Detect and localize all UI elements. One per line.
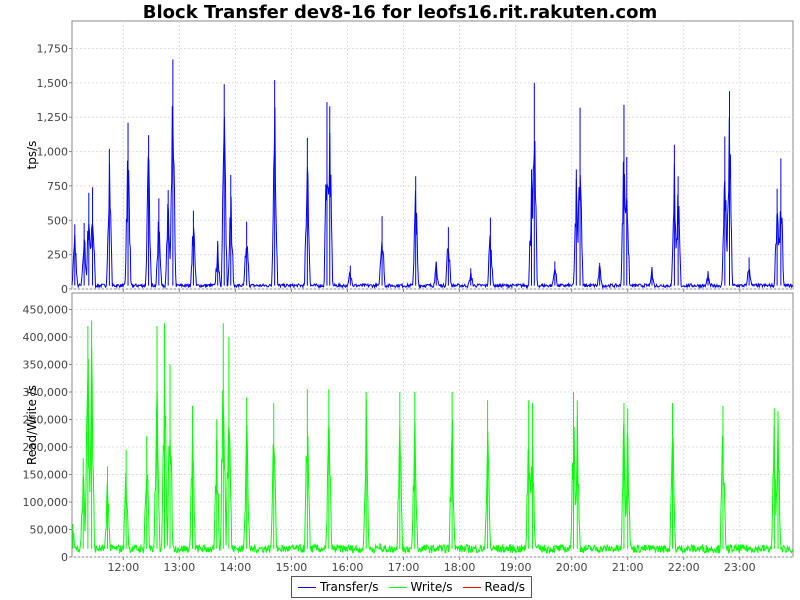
x-tick-label: 17:00	[388, 561, 420, 574]
y-tick-label: 200,000	[23, 441, 69, 454]
y-tick-label: 500	[47, 214, 68, 227]
y-tick-label: 400,000	[23, 331, 69, 344]
x-tick-label: 20:00	[556, 561, 588, 574]
y-tick-label: 250	[47, 249, 68, 262]
y-axis-label: Read/Write /s	[25, 385, 39, 465]
x-tick-label: 22:00	[668, 561, 700, 574]
y-tick-label: 450,000	[23, 304, 69, 317]
y-tick-label: 1,000	[37, 146, 69, 159]
x-tick-label: 15:00	[276, 561, 308, 574]
y-tick-label: 100,000	[23, 496, 69, 509]
legend-label-read: Read/s	[484, 580, 525, 594]
legend: Transfer/s Write/s Read/s	[291, 576, 532, 598]
chart-title: Block Transfer dev8-16 for leofs16.rit.r…	[142, 2, 658, 23]
legend-label-transfer: Transfer/s	[320, 580, 379, 594]
y-tick-label: 1,750	[37, 42, 69, 55]
legend-swatch-write	[388, 586, 407, 588]
legend-item-read: Read/s	[462, 580, 525, 594]
x-tick-label: 23:00	[724, 561, 756, 574]
y-tick-label: 1,500	[37, 77, 69, 90]
y-tick-label: 0	[61, 551, 68, 564]
plot-area-1	[71, 20, 794, 290]
x-tick-label: 14:00	[220, 561, 252, 574]
legend-item-transfer: Transfer/s	[298, 580, 379, 594]
series-transfers	[71, 106, 794, 290]
legend-swatch-read	[462, 586, 481, 588]
y-tick-label: 750	[47, 180, 68, 193]
x-tick-label: 12:00	[108, 561, 140, 574]
legend-item-write: Write/s	[388, 580, 453, 594]
x-tick-label: 16:00	[332, 561, 364, 574]
x-tick-label: 19:00	[500, 561, 532, 574]
y-tick-label: 1,250	[37, 111, 69, 124]
legend-swatch-transfer	[298, 586, 316, 588]
x-tick-label: 13:00	[164, 561, 196, 574]
x-tick-label: 18:00	[444, 561, 476, 574]
y-tick-label: 250,000	[23, 414, 69, 427]
y-tick-label: 350,000	[23, 359, 69, 372]
x-tick-label: 21:00	[612, 561, 644, 574]
y-tick-label: 300,000	[23, 386, 69, 399]
legend-label-write: Write/s	[410, 580, 453, 594]
y-tick-label: 0	[61, 283, 68, 296]
plot-area-2	[71, 292, 794, 558]
y-tick-label: 50,000	[30, 524, 69, 537]
y-axis-label: tps/s	[25, 141, 39, 170]
y-tick-label: 150,000	[23, 469, 69, 482]
